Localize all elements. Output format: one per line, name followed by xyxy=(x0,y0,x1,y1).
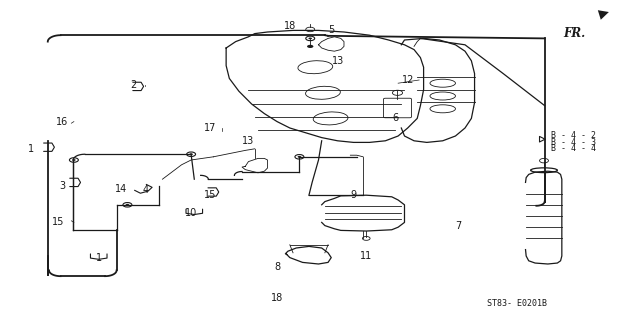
Text: 8: 8 xyxy=(274,262,280,272)
Circle shape xyxy=(295,155,304,159)
Circle shape xyxy=(306,36,315,41)
Text: 7: 7 xyxy=(455,220,462,231)
Circle shape xyxy=(125,204,129,206)
Text: 15: 15 xyxy=(204,190,217,200)
Circle shape xyxy=(123,203,132,207)
Text: 9: 9 xyxy=(350,190,357,200)
Text: 16: 16 xyxy=(56,116,69,127)
Text: 18: 18 xyxy=(271,293,283,303)
Text: ST83- E0201B: ST83- E0201B xyxy=(487,299,547,308)
Text: B - 4 - 3: B - 4 - 3 xyxy=(551,138,596,147)
Circle shape xyxy=(307,45,313,48)
Text: 2: 2 xyxy=(131,80,137,90)
Text: B - 4 - 2: B - 4 - 2 xyxy=(551,132,596,140)
Text: FR.: FR. xyxy=(564,27,586,40)
Text: 18: 18 xyxy=(283,20,296,31)
Text: 15: 15 xyxy=(52,217,65,228)
Text: 13: 13 xyxy=(242,136,255,146)
Text: 17: 17 xyxy=(204,123,217,133)
Text: 6: 6 xyxy=(392,113,398,124)
Text: 12: 12 xyxy=(401,75,414,85)
Text: 5: 5 xyxy=(328,25,334,36)
Circle shape xyxy=(308,37,312,39)
Text: 11: 11 xyxy=(360,251,373,261)
Text: 1: 1 xyxy=(27,144,34,154)
Text: 1: 1 xyxy=(96,252,102,263)
Text: 14: 14 xyxy=(115,184,127,194)
Circle shape xyxy=(189,153,193,155)
Circle shape xyxy=(297,156,301,158)
Circle shape xyxy=(72,159,76,161)
Text: 10: 10 xyxy=(185,208,197,218)
Circle shape xyxy=(187,152,196,156)
Text: 4: 4 xyxy=(142,185,148,196)
Text: 3: 3 xyxy=(59,180,66,191)
Text: B - 4 - 4: B - 4 - 4 xyxy=(551,144,596,153)
Circle shape xyxy=(69,158,78,162)
Text: 13: 13 xyxy=(331,56,344,66)
